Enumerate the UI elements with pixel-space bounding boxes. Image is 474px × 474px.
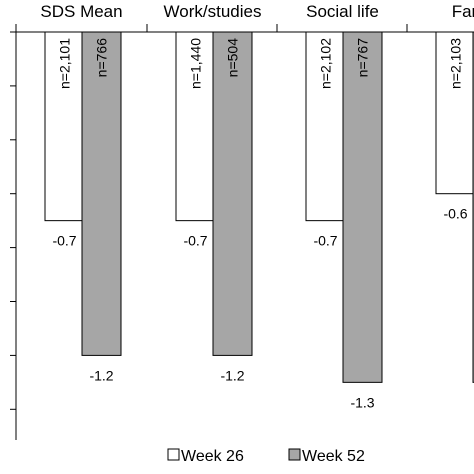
legend: Week 26 Week 52 — [167, 448, 365, 465]
bar-week-52-2 — [342, 31, 383, 383]
value-label-s1-0: -1.2 — [89, 367, 113, 383]
value-label-s0-3: -0.6 — [443, 206, 467, 222]
legend-swatch-week-52 — [288, 448, 301, 461]
category-label-3: Famil — [452, 2, 474, 21]
bar-week-26-1 — [175, 31, 216, 222]
value-label-s1-1: -1.2 — [220, 367, 244, 383]
value-label-s0-0: -0.7 — [52, 233, 76, 249]
n-label-s0-1: n=1,440 — [188, 38, 204, 89]
n-label-s0-3: n=2,103 — [448, 38, 464, 89]
value-label-s0-2: -0.7 — [313, 233, 337, 249]
bars — [44, 31, 474, 383]
n-label-s1-0: n=766 — [94, 38, 110, 78]
value-label-s0-1: -0.7 — [183, 233, 207, 249]
category-label-1: Work/studies — [164, 2, 262, 21]
bar-week-26-2 — [305, 31, 346, 222]
legend-label-week-26: Week 26 — [181, 448, 244, 465]
value-label-s1-2: -1.3 — [350, 394, 374, 410]
n-label-s0-0: n=2,101 — [57, 38, 73, 89]
bar-week-26-3 — [435, 31, 474, 195]
bar-week-52-1 — [212, 31, 253, 356]
legend-swatch-week-26 — [167, 448, 180, 461]
labels: SDS Mean Work/studies Social life Famil -0.7… — [40, 2, 474, 410]
bar-week-26-0 — [44, 31, 85, 222]
category-label-2: Social life — [306, 2, 379, 21]
legend-label-week-52: Week 52 — [302, 448, 365, 465]
category-label-0: SDS Mean — [40, 2, 122, 21]
n-label-s0-2: n=2,102 — [318, 38, 334, 89]
n-label-s1-2: n=767 — [355, 38, 371, 78]
n-label-s1-1: n=504 — [225, 38, 241, 78]
bar-week-52-0 — [81, 31, 122, 356]
